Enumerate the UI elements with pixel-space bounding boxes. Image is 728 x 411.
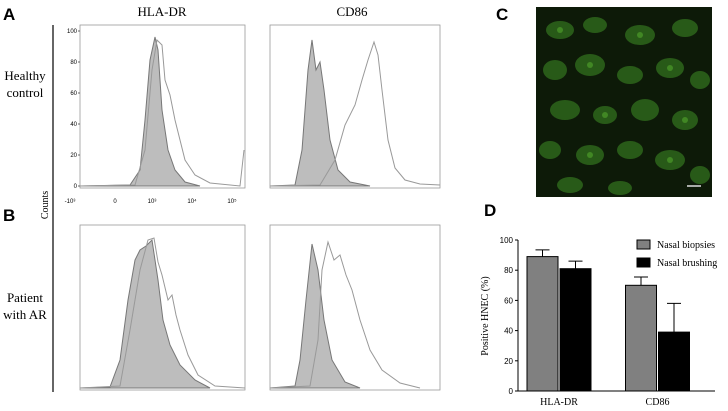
- bar: [625, 284, 657, 392]
- hist-x-tick-label: -10³: [65, 199, 76, 205]
- isotype-peak: [79, 238, 211, 389]
- axis-label: Positive HNEC (%): [480, 276, 491, 355]
- error-bar: [535, 249, 550, 257]
- bar: [526, 256, 559, 392]
- legend-swatch: [636, 239, 651, 250]
- row-label: Patient: [7, 290, 43, 305]
- bar: [559, 268, 592, 392]
- bar: [658, 331, 690, 392]
- isotype-peak: [79, 36, 201, 187]
- column-header: HLA-DR: [137, 4, 186, 19]
- panel-label: B: [3, 206, 15, 225]
- cells: [539, 17, 710, 195]
- error-bar: [667, 302, 681, 333]
- legend-label: Nasal biopsies: [657, 240, 715, 251]
- panel-label: D: [484, 201, 496, 220]
- y-tick-label: 100: [500, 236, 514, 245]
- x-tick-label: CD86: [646, 397, 670, 408]
- hist-y-tick-label: 0: [74, 184, 78, 190]
- hist-x-tick-label: 10⁵: [227, 198, 237, 205]
- hist-y-tick-label: 20: [70, 153, 77, 159]
- plot-frame: [79, 24, 246, 189]
- panel-label: A: [3, 5, 15, 24]
- y-tick-label: 20: [504, 357, 513, 366]
- y-tick-label: 0: [509, 387, 514, 396]
- plot-frame: [269, 224, 441, 391]
- nuclei: [557, 27, 688, 163]
- row-label: Healthy: [4, 68, 46, 83]
- marker-curve: [79, 237, 246, 389]
- micrograph: [536, 7, 712, 197]
- legend-swatch: [636, 257, 651, 268]
- marker-curve: [269, 40, 441, 187]
- y-tick-label: 40: [504, 327, 513, 336]
- legend-label: Nasal brushing: [657, 258, 717, 269]
- row-label: with AR: [3, 307, 47, 322]
- marker-curve: [79, 38, 245, 187]
- plot-frame: [269, 24, 441, 189]
- axis-label: Counts: [40, 191, 51, 219]
- column-header: CD86: [336, 4, 368, 19]
- marker-curve: [269, 240, 421, 389]
- y-tick-label: 80: [504, 266, 513, 275]
- hist-y-tick-label: 60: [70, 91, 77, 97]
- hist-y-tick-label: 100: [67, 29, 78, 35]
- isotype-peak: [269, 39, 371, 187]
- hist-x-tick-label: 10⁴: [187, 198, 197, 205]
- error-bar: [568, 260, 583, 269]
- row-label: control: [7, 85, 44, 100]
- plot-frame: [79, 224, 246, 391]
- hist-x-tick-label: 0: [113, 199, 117, 205]
- error-bar: [634, 276, 648, 286]
- histograms: [79, 24, 441, 391]
- hist-x-tick-label: 10³: [148, 199, 157, 205]
- y-tick-label: 60: [504, 296, 513, 305]
- x-tick-label: HLA-DR: [540, 397, 578, 408]
- hist-y-tick-label: 40: [70, 122, 77, 128]
- hist-y-tick-label: 80: [70, 60, 77, 66]
- panel-label: C: [496, 5, 508, 24]
- isotype-peak: [269, 243, 361, 389]
